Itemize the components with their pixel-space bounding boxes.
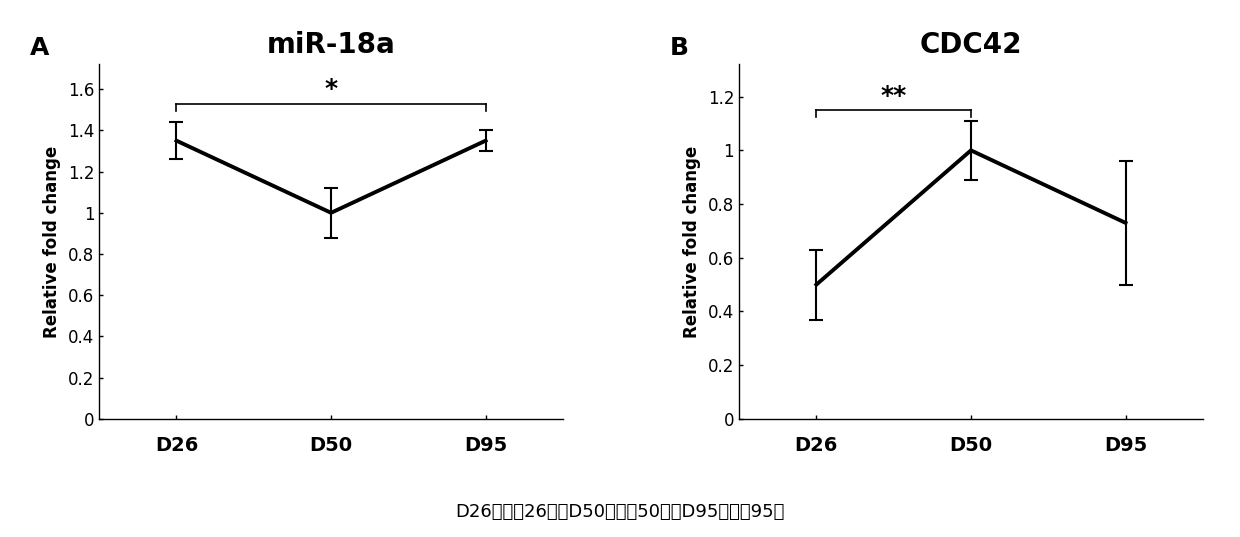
Text: **: ** (880, 84, 906, 108)
Y-axis label: Relative fold change: Relative fold change (43, 146, 61, 338)
Text: *: * (325, 77, 337, 101)
Title: miR-18a: miR-18a (267, 31, 396, 59)
Text: D26：妊娠26天；D50：妊娠50天；D95：妊娠95天: D26：妊娠26天；D50：妊娠50天；D95：妊娠95天 (455, 503, 785, 521)
Title: CDC42: CDC42 (920, 31, 1022, 59)
Y-axis label: Relative fold change: Relative fold change (683, 146, 701, 338)
Text: B: B (670, 36, 688, 60)
Text: A: A (30, 36, 50, 60)
